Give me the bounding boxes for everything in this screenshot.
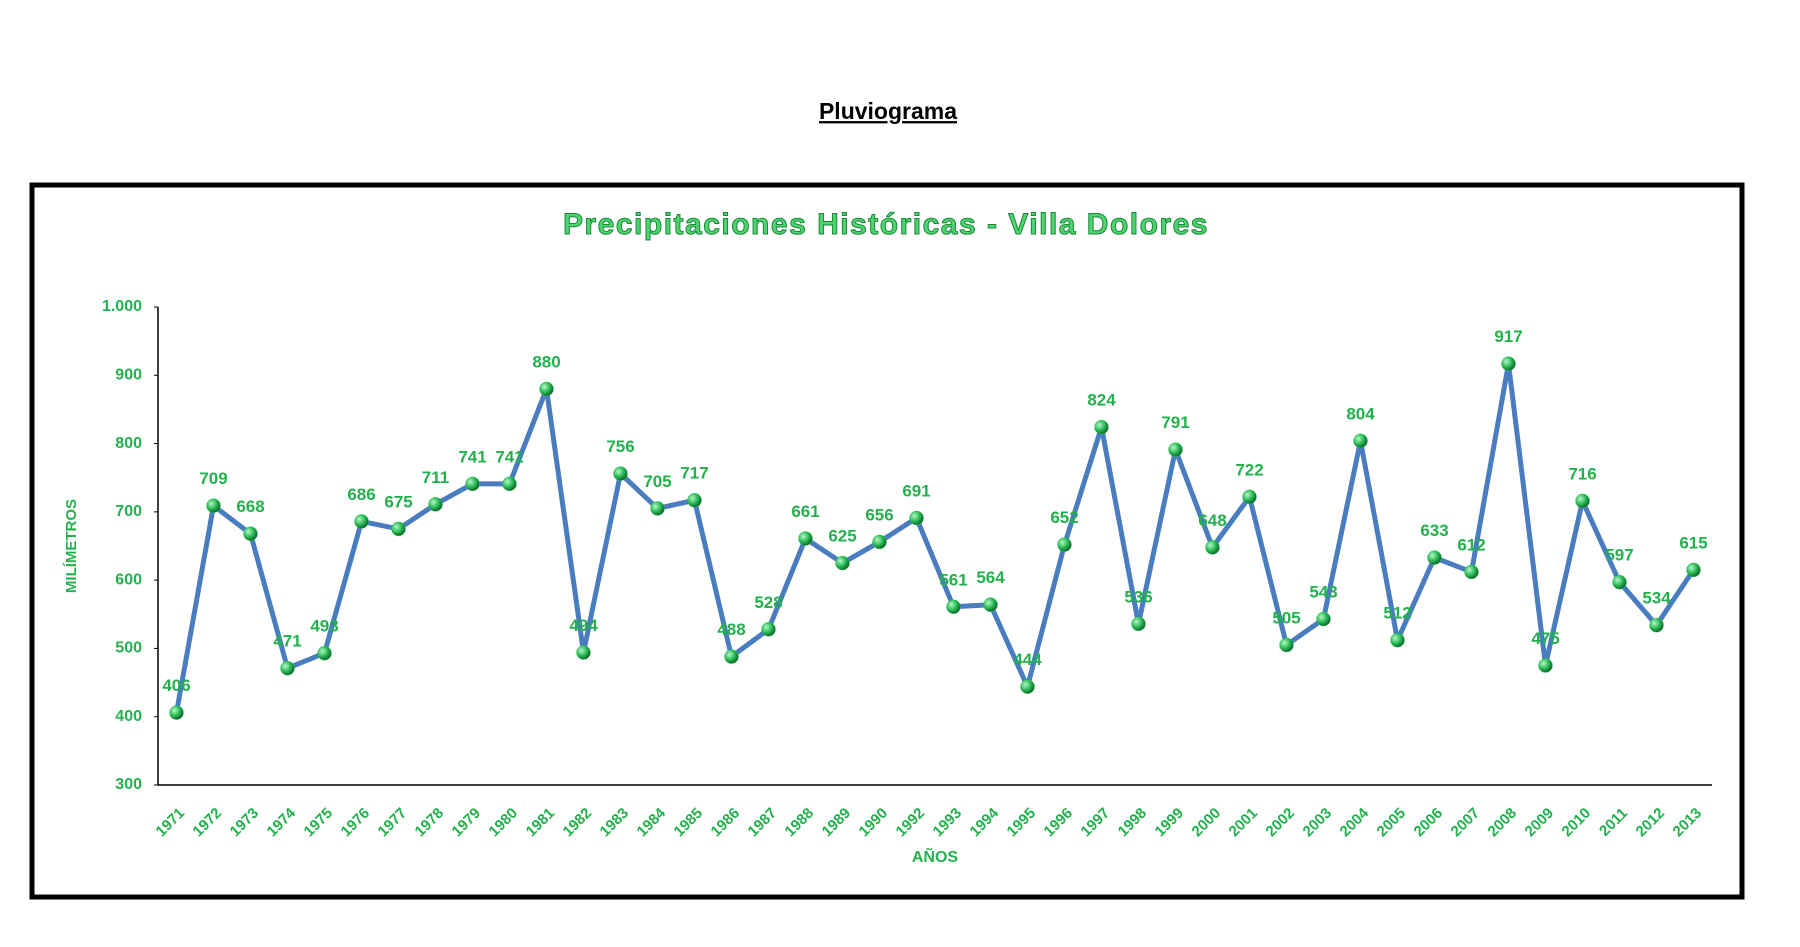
marker (1464, 564, 1479, 580)
y-tick-label: 800 (115, 435, 142, 452)
marker (835, 555, 850, 571)
marker (206, 498, 221, 513)
data-label: 633 (1420, 521, 1448, 540)
marker (650, 501, 665, 516)
marker (1279, 637, 1294, 653)
marker (1316, 611, 1331, 627)
marker (1427, 550, 1442, 565)
data-label: 615 (1679, 533, 1707, 552)
chart-title: Precipitaciones Históricas - Villa Dolor… (563, 208, 1209, 241)
data-label: 705 (643, 472, 671, 491)
page-title: Pluviograma (819, 98, 957, 124)
marker (798, 531, 813, 546)
marker (1205, 540, 1220, 555)
data-label: 716 (1568, 464, 1596, 483)
y-tick-label: 700 (115, 503, 142, 520)
data-label: 564 (976, 568, 1005, 587)
y-tick-label: 1.000 (102, 298, 142, 315)
data-label: 691 (902, 481, 930, 500)
marker (243, 526, 258, 541)
data-label: 597 (1605, 546, 1633, 565)
data-label: 686 (347, 485, 375, 504)
marker (724, 649, 739, 664)
data-label: 494 (569, 616, 598, 635)
data-label: 711 (422, 468, 449, 487)
data-label: 824 (1087, 391, 1116, 410)
data-label: 668 (236, 497, 264, 516)
y-tick-label: 500 (115, 640, 142, 657)
x-axis-label: AÑOS (912, 846, 959, 866)
data-label: 534 (1642, 589, 1671, 608)
marker (1538, 658, 1553, 673)
marker (465, 476, 480, 492)
y-tick-label: 600 (115, 571, 142, 588)
marker (502, 476, 517, 492)
data-label: 652 (1050, 508, 1078, 527)
marker (946, 599, 961, 615)
marker (983, 597, 998, 612)
marker (687, 492, 702, 508)
marker (1649, 617, 1664, 633)
data-label: 444 (1013, 650, 1042, 669)
data-label: 543 (1309, 583, 1337, 602)
marker (1168, 442, 1183, 457)
marker (1686, 562, 1701, 578)
marker (1353, 433, 1368, 449)
data-label: 709 (199, 469, 227, 488)
marker (354, 514, 369, 529)
data-label: 512 (1383, 604, 1411, 623)
data-label: 475 (1531, 629, 1559, 648)
data-label: 791 (1161, 413, 1189, 432)
data-label: 471 (273, 632, 301, 651)
data-label: 648 (1198, 511, 1226, 530)
chart-frame (29, 182, 1745, 900)
data-label: 612 (1457, 535, 1485, 554)
marker (1094, 419, 1109, 435)
data-label: 741 (458, 447, 486, 466)
data-label: 661 (791, 502, 819, 521)
data-label: 880 (532, 352, 560, 371)
marker (428, 497, 443, 512)
marker (761, 622, 776, 637)
marker (1575, 493, 1590, 509)
data-label: 561 (939, 570, 967, 589)
y-tick-label: 300 (115, 776, 142, 793)
marker (872, 534, 887, 550)
y-axis-label: MILÍMETROS (63, 499, 80, 593)
y-tick-label: 900 (115, 367, 142, 384)
data-label: 722 (1235, 460, 1263, 479)
data-label: 536 (1124, 587, 1152, 606)
marker (539, 381, 554, 397)
marker (391, 521, 406, 537)
marker (1131, 616, 1146, 632)
data-label: 917 (1494, 327, 1522, 346)
data-label: 625 (828, 527, 856, 546)
marker (1057, 537, 1072, 552)
data-label: 528 (754, 593, 782, 612)
data-label: 804 (1346, 404, 1375, 423)
data-label: 741 (495, 447, 523, 466)
data-label: 488 (717, 620, 745, 639)
marker (1242, 489, 1257, 505)
data-label: 493 (310, 617, 338, 636)
data-label: 717 (680, 464, 708, 483)
data-label: 675 (384, 492, 412, 511)
y-tick-label: 400 (115, 708, 142, 725)
marker (1390, 632, 1405, 648)
data-label: 656 (865, 505, 893, 524)
marker (576, 645, 591, 660)
marker (280, 660, 295, 676)
marker (1020, 679, 1035, 694)
marker (613, 466, 628, 481)
marker (1612, 574, 1627, 590)
marker (909, 510, 924, 526)
data-label: 756 (606, 437, 634, 456)
marker (169, 705, 184, 720)
marker (317, 645, 332, 661)
data-label: 505 (1272, 608, 1300, 627)
data-label: 406 (162, 676, 190, 695)
marker (1501, 356, 1516, 371)
